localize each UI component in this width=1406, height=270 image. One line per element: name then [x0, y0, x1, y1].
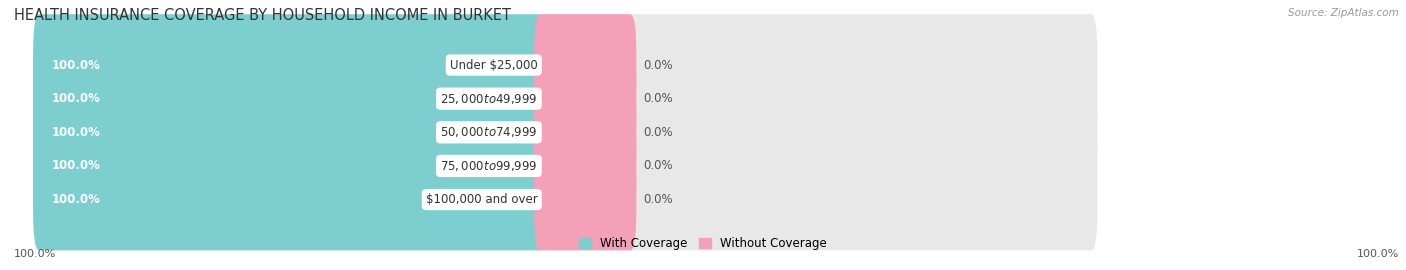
FancyBboxPatch shape — [34, 48, 1097, 150]
FancyBboxPatch shape — [34, 48, 546, 150]
Text: 0.0%: 0.0% — [643, 126, 672, 139]
FancyBboxPatch shape — [34, 82, 546, 183]
FancyBboxPatch shape — [534, 14, 637, 116]
Text: Source: ZipAtlas.com: Source: ZipAtlas.com — [1288, 8, 1399, 18]
FancyBboxPatch shape — [34, 14, 1097, 116]
FancyBboxPatch shape — [34, 115, 546, 217]
Text: $75,000 to $99,999: $75,000 to $99,999 — [440, 159, 537, 173]
Text: 0.0%: 0.0% — [643, 92, 672, 105]
FancyBboxPatch shape — [34, 14, 546, 116]
FancyBboxPatch shape — [34, 149, 1097, 250]
Text: 100.0%: 100.0% — [52, 159, 100, 173]
Text: 0.0%: 0.0% — [643, 59, 672, 72]
Text: 100.0%: 100.0% — [14, 249, 56, 259]
Text: $50,000 to $74,999: $50,000 to $74,999 — [440, 125, 537, 139]
Text: HEALTH INSURANCE COVERAGE BY HOUSEHOLD INCOME IN BURKET: HEALTH INSURANCE COVERAGE BY HOUSEHOLD I… — [14, 8, 510, 23]
Text: 100.0%: 100.0% — [52, 59, 100, 72]
FancyBboxPatch shape — [534, 115, 637, 217]
Text: 0.0%: 0.0% — [643, 193, 672, 206]
FancyBboxPatch shape — [34, 149, 546, 250]
Text: $100,000 and over: $100,000 and over — [426, 193, 537, 206]
Text: 0.0%: 0.0% — [643, 159, 672, 173]
Legend: With Coverage, Without Coverage: With Coverage, Without Coverage — [574, 232, 832, 255]
Text: 100.0%: 100.0% — [52, 193, 100, 206]
FancyBboxPatch shape — [34, 115, 1097, 217]
Text: 100.0%: 100.0% — [52, 92, 100, 105]
FancyBboxPatch shape — [34, 82, 1097, 183]
FancyBboxPatch shape — [534, 149, 637, 250]
FancyBboxPatch shape — [534, 82, 637, 183]
Text: 100.0%: 100.0% — [52, 126, 100, 139]
FancyBboxPatch shape — [534, 48, 637, 150]
Text: $25,000 to $49,999: $25,000 to $49,999 — [440, 92, 537, 106]
Text: Under $25,000: Under $25,000 — [450, 59, 537, 72]
Text: 100.0%: 100.0% — [1357, 249, 1399, 259]
